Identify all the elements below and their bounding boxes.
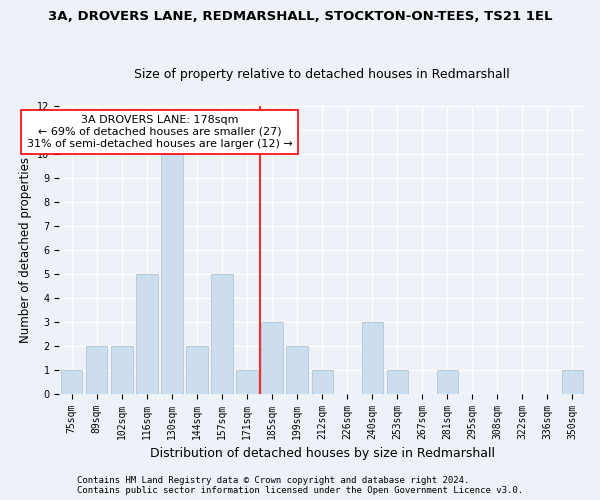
X-axis label: Distribution of detached houses by size in Redmarshall: Distribution of detached houses by size … bbox=[149, 447, 494, 460]
Bar bbox=[161, 154, 182, 394]
Bar bbox=[286, 346, 308, 394]
Text: 3A DROVERS LANE: 178sqm
← 69% of detached houses are smaller (27)
31% of semi-de: 3A DROVERS LANE: 178sqm ← 69% of detache… bbox=[26, 116, 292, 148]
Y-axis label: Number of detached properties: Number of detached properties bbox=[19, 156, 32, 342]
Bar bbox=[136, 274, 158, 394]
Text: Contains HM Land Registry data © Crown copyright and database right 2024.
Contai: Contains HM Land Registry data © Crown c… bbox=[77, 476, 523, 495]
Bar bbox=[262, 322, 283, 394]
Bar bbox=[187, 346, 208, 394]
Text: 3A, DROVERS LANE, REDMARSHALL, STOCKTON-ON-TEES, TS21 1EL: 3A, DROVERS LANE, REDMARSHALL, STOCKTON-… bbox=[48, 10, 552, 23]
Bar bbox=[562, 370, 583, 394]
Bar bbox=[111, 346, 133, 394]
Title: Size of property relative to detached houses in Redmarshall: Size of property relative to detached ho… bbox=[134, 68, 510, 81]
Bar bbox=[236, 370, 257, 394]
Bar bbox=[211, 274, 233, 394]
Bar bbox=[437, 370, 458, 394]
Bar bbox=[61, 370, 82, 394]
Bar bbox=[362, 322, 383, 394]
Bar bbox=[311, 370, 333, 394]
Bar bbox=[86, 346, 107, 394]
Bar bbox=[386, 370, 408, 394]
